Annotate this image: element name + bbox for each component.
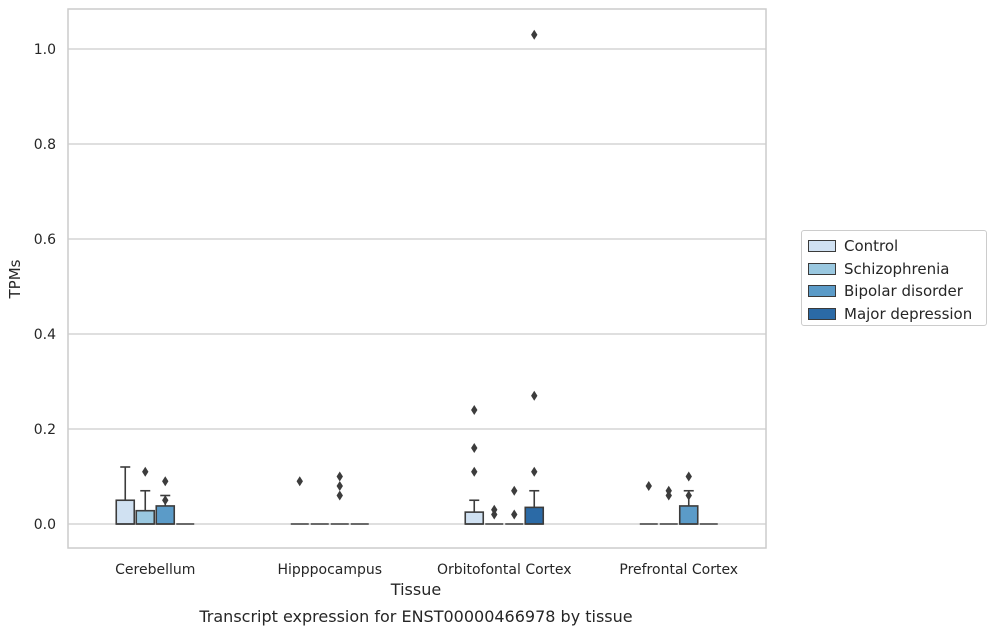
box-bipolar-disorder [155, 476, 176, 525]
outlier-point [471, 405, 478, 415]
y-tick-label: 0.0 [34, 517, 56, 533]
box-schizophrenia [485, 504, 504, 525]
outlier-point [685, 471, 692, 482]
x-tick-label: Hipppocampus [277, 562, 382, 578]
legend-item: Schizophrenia [808, 258, 986, 281]
box-body [115, 499, 136, 525]
x-tick-label: Prefrontal Cortex [619, 562, 738, 578]
box-control [639, 481, 658, 525]
legend-swatch [808, 307, 836, 320]
legend-swatch [808, 285, 836, 298]
outlier-point [511, 509, 518, 520]
box-control [290, 476, 309, 525]
box-bipolar-disorder [505, 485, 524, 525]
outlier-point [336, 481, 343, 491]
legend-swatch [808, 240, 836, 253]
outlier-point [491, 504, 498, 515]
outlier-point [162, 495, 169, 506]
y-tick-label: 0.2 [34, 422, 56, 438]
box-body [678, 505, 699, 525]
outlier-point [685, 490, 692, 501]
outlier-point [142, 466, 149, 477]
box-control [115, 466, 136, 525]
box-bipolar-disorder [330, 471, 349, 525]
y-tick-label: 0.8 [34, 137, 56, 153]
box-body [524, 506, 545, 525]
legend-label: Schizophrenia [844, 259, 950, 278]
x-axis-label: Tissue [390, 580, 441, 599]
gridlines [68, 48, 766, 525]
box-body [155, 505, 176, 525]
legend-label: Control [844, 237, 899, 256]
legend: Control Schizophrenia Bipolar disorder Majo… [801, 230, 987, 326]
outlier-point [531, 466, 538, 477]
y-tick-label: 1.0 [34, 42, 56, 58]
legend-swatch [808, 262, 836, 275]
outlier-point [665, 485, 672, 496]
box-schizophrenia [135, 466, 156, 525]
outlier-point [471, 466, 478, 477]
legend-label: Bipolar disorder [844, 282, 963, 301]
box-body [464, 511, 485, 525]
legend-item: Bipolar disorder [808, 280, 986, 303]
box-bipolar-disorder [678, 471, 699, 525]
x-tick-label: Orbitofontal Cortex [437, 562, 572, 578]
box-schizophrenia [659, 485, 678, 525]
outlier-point [471, 443, 478, 453]
y-axis-label: TPMs [6, 259, 24, 299]
legend-label: Major depression [844, 304, 973, 323]
box-major-depression [524, 29, 545, 525]
y-tick-label: 0.6 [34, 232, 56, 248]
outlier-point [511, 485, 518, 496]
legend-item: Control [808, 235, 986, 258]
box-control [464, 405, 485, 525]
outlier-point [336, 471, 343, 482]
outlier-point [296, 476, 303, 487]
chart-caption: Transcript expression for ENST0000046697… [198, 607, 632, 626]
outlier-point [531, 390, 538, 401]
box-body [135, 509, 156, 525]
outlier-point [336, 490, 343, 501]
x-tick-label: Cerebellum [115, 562, 195, 578]
outlier-point [531, 29, 538, 40]
plot-frame [67, 8, 767, 549]
axis-ticks: 0.0 0.2 0.4 0.6 0.8 1.0 Cerebellum Hipppocampus… [34, 42, 738, 578]
boxes [115, 29, 718, 525]
outlier-point [645, 481, 652, 491]
y-tick-label: 0.4 [34, 327, 56, 343]
outlier-point [162, 476, 169, 487]
legend-item: Major depression [808, 303, 986, 326]
